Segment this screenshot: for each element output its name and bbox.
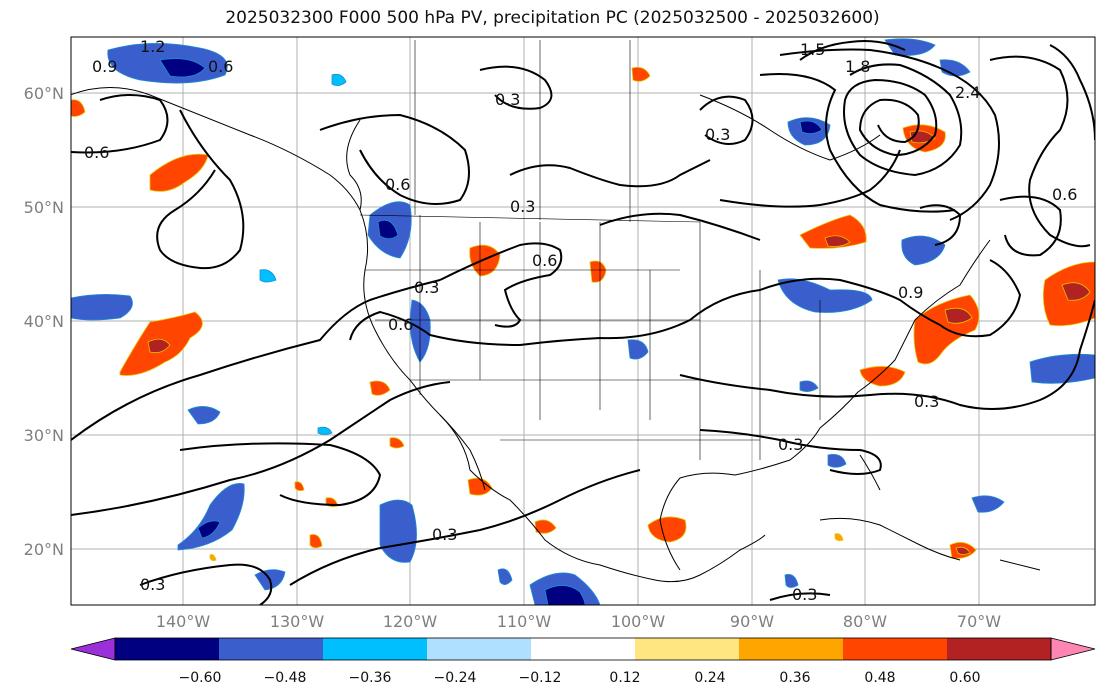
contour-label: 0.9 xyxy=(92,57,117,76)
contour-label: 0.6 xyxy=(1052,185,1077,204)
lat-label: 60°N xyxy=(24,84,64,103)
lat-label: 30°N xyxy=(24,426,64,445)
colorbar-extension-high xyxy=(1050,637,1096,661)
lat-label: 20°N xyxy=(24,540,64,559)
colorbar-segment xyxy=(531,638,636,660)
colorbar-segment xyxy=(947,638,1052,660)
colorbar-segment xyxy=(427,638,532,660)
contour-label: 0.9 xyxy=(898,283,923,302)
contour-label: 0.3 xyxy=(495,90,520,109)
colorbar-tick-label: −0.36 xyxy=(349,670,392,686)
colorbar-tick-label: 0.36 xyxy=(779,670,810,686)
colorbar-segment xyxy=(843,638,948,660)
colorbar-tick-label: 0.24 xyxy=(694,670,725,686)
contour-label: 0.3 xyxy=(778,435,803,454)
colorbar-tick-label: −0.60 xyxy=(179,670,222,686)
contour-label: 1.8 xyxy=(845,57,870,76)
contour-label: 0.6 xyxy=(208,57,233,76)
precip-positive-areas xyxy=(71,66,1095,562)
lat-label: 40°N xyxy=(24,312,64,331)
lon-label: 70°W xyxy=(957,612,1001,631)
lon-label: 80°W xyxy=(843,612,887,631)
colorbar-tick-labels: −0.60 −0.48 −0.36 −0.24 −0.12 0.12 0.24 … xyxy=(179,670,981,686)
map-title: 2025032300 F000 500 hPa PV, precipitatio… xyxy=(225,8,880,28)
lon-axis: 140°W 130°W 120°W 110°W 100°W 90°W 80°W … xyxy=(156,612,1001,631)
colorbar-segment xyxy=(635,638,740,660)
pv-contours xyxy=(71,40,1095,605)
precip-negative-areas xyxy=(71,38,1095,605)
colorbar xyxy=(70,637,1096,661)
contour-label: 0.3 xyxy=(792,585,817,604)
contour-label: 0.6 xyxy=(532,251,557,270)
colorbar-tick-label: −0.24 xyxy=(434,670,477,686)
lon-label: 130°W xyxy=(270,612,325,631)
lon-label: 90°W xyxy=(730,612,774,631)
lon-label: 110°W xyxy=(497,612,552,631)
colorbar-tick-label: 0.12 xyxy=(609,670,640,686)
colorbar-tick-label: 0.48 xyxy=(864,670,895,686)
contour-label: 0.3 xyxy=(432,525,457,544)
colorbar-segment xyxy=(115,638,220,660)
admin-borders xyxy=(359,40,821,460)
map-border xyxy=(70,36,1096,606)
colorbar-segment xyxy=(219,638,324,660)
contour-label: 0.6 xyxy=(84,143,109,162)
lon-label: 100°W xyxy=(611,612,666,631)
colorbar-tick-label: −0.12 xyxy=(519,670,562,686)
contour-label: 0.3 xyxy=(914,392,939,411)
contour-label: 0.3 xyxy=(510,197,535,216)
contour-label: 0.6 xyxy=(388,315,413,334)
contour-label: 0.3 xyxy=(140,575,165,594)
colorbar-tick-label: 0.60 xyxy=(949,670,980,686)
lon-label: 120°W xyxy=(383,612,438,631)
contour-label: 1.5 xyxy=(800,40,825,59)
colorbar-tick-label: −0.48 xyxy=(264,670,307,686)
contour-label: 0.6 xyxy=(385,175,410,194)
colorbar-frame xyxy=(114,637,1052,661)
contour-label: 0.3 xyxy=(705,125,730,144)
lon-label: 140°W xyxy=(156,612,211,631)
contour-labels: 1.2 0.6 0.9 0.3 0.6 0.6 0.3 0.6 0.3 0.6 … xyxy=(84,37,1077,604)
contour-label: 1.2 xyxy=(140,37,165,56)
colorbar-segment xyxy=(739,638,844,660)
colorbar-segment xyxy=(323,638,428,660)
contour-label: 2.4 xyxy=(955,83,980,102)
colorbar-extension-low xyxy=(70,637,116,661)
contour-label: 0.3 xyxy=(414,278,439,297)
lat-axis: 60°N 50°N 40°N 30°N 20°N xyxy=(24,84,64,559)
lat-label: 50°N xyxy=(24,198,64,217)
